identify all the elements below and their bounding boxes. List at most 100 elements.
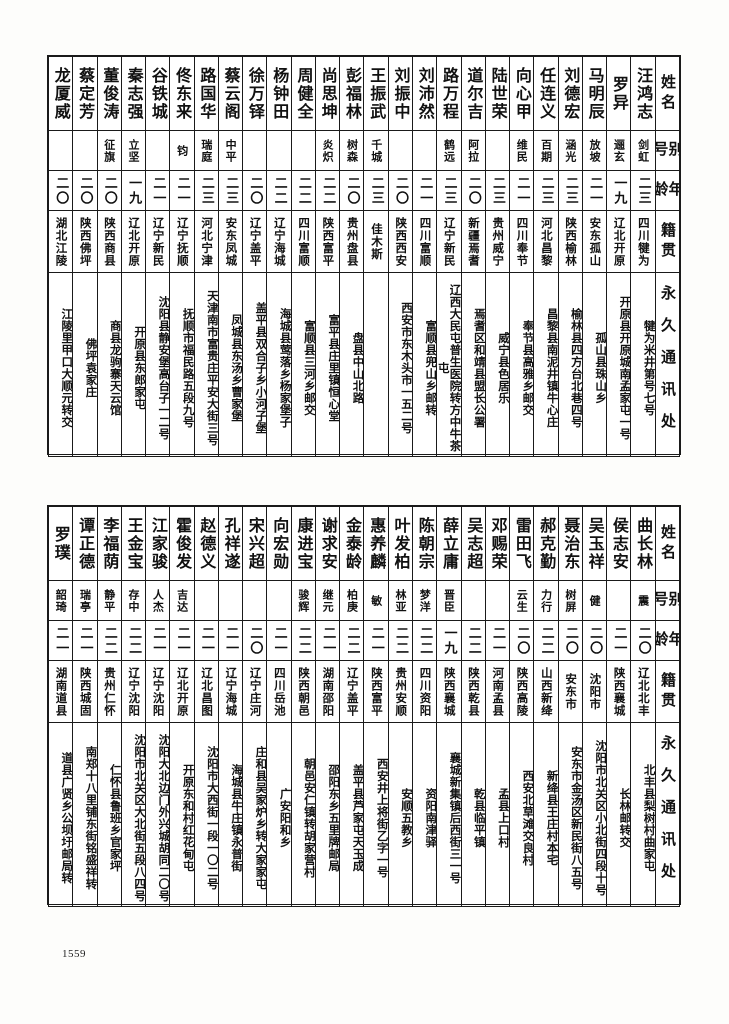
cell-alias: 健 [581,580,608,621]
cell-alias [145,130,171,171]
cell-age: 二〇 [509,620,535,661]
cell-name: 谢求安 [314,506,341,581]
cell-age: 二〇 [96,170,122,211]
address-text: 沈阳市北关区小北街四段十号 [594,739,607,896]
cell-alias: 阿拉 [460,130,486,171]
cell-origin: 河北宁津 [193,210,219,273]
cell-alias: 敏 [363,580,389,621]
cell-alias [47,130,74,171]
cell-age: 二〇 [557,620,583,661]
cell-age: 二三 [533,170,559,211]
origin-text: 陕西佛坪 [78,216,93,267]
origin-text: 佳木斯 [369,222,384,261]
cell-address: 焉耆区和靖县盟长公署 [460,272,486,457]
age-text: 二〇 [344,175,360,206]
header-alias: 别号 [654,130,681,171]
age-text: 二〇 [465,175,481,206]
cell-age: 二二 [314,170,341,211]
cell-alias: 骏辉 [290,580,316,621]
header-name-text: 姓名 [658,523,677,564]
cell-age: 二三 [630,170,656,211]
origin-text: 四川富顺 [297,216,312,267]
cell-name: 罗璞 [47,506,74,581]
age-text: 二〇 [53,175,69,206]
origin-text: 贵州威宁 [491,216,506,267]
address-text: 佛坪袁家庄 [84,337,97,398]
age-text: 二一 [198,625,214,656]
origin-text: 陕西富平 [321,216,336,267]
cell-name: 陈朝宗 [411,506,438,581]
cell-age: 二〇 [242,170,268,211]
cell-name: 孔祥遂 [217,506,244,581]
alias-text: 敏 [369,594,383,607]
header-address-text: 永久通讯处 [658,734,677,895]
origin-text: 辽宁新民 [442,216,457,267]
cell-name: 徐万铎 [242,56,268,131]
cell-name: 谷铁城 [145,56,171,131]
name-text: 薛立庸 [440,516,460,571]
cell-age: 二〇 [581,620,608,661]
cell-address: 南郑十八里铺东街铭盛祥转 [72,722,98,907]
age-text: 二三 [490,175,506,206]
alias-text: 立坚 [127,138,141,163]
age-text: 二〇 [392,175,408,206]
address-text: 奉节县高雅乡邮交 [521,319,534,416]
cell-name: 惠养麟 [363,506,389,581]
cell-name: 康进宝 [290,506,316,581]
cell-age: 二三 [193,170,219,211]
origin-text: 辽宁海城 [224,666,239,717]
alias-text: 千城 [369,138,383,163]
cell-address: 道县广贤乡公坝圩邮局转 [47,722,74,907]
cell-age: 二一 [145,620,171,661]
page-number: 1559 [62,948,86,960]
age-text: 二一 [174,175,190,206]
cell-alias: 放坡 [581,130,608,171]
alias-text: 静平 [102,588,116,613]
address-text: 孟县上口村 [497,787,510,848]
address-text: 榆林县四方台北巷四号 [569,307,582,428]
cell-address: 孤山县珠山乡 [581,272,608,457]
cell-age: 二一 [266,620,292,661]
origin-text: 新疆焉耆 [467,216,482,267]
age-text: 二〇 [514,625,530,656]
address-text: 孤山县珠山乡 [594,331,607,404]
alias-text [267,581,290,620]
row-name-2: 罗璞 谭正德 李福荫 王金宝 江家骏 霍俊发 赵德义 孔祥遂 宋兴超 向宏勋 康进宝 谢求安 金泰龄 惠养… [47,506,681,581]
address-text: 广安阳和乡 [278,787,291,848]
cell-alias: 柏庚 [339,580,365,621]
address-text: 富顺县兜山乡邮转 [424,319,437,416]
cell-age: 二一 [47,620,74,661]
alias-text: 鹤远 [442,138,456,163]
cell-origin: 辽北开原 [120,210,147,273]
cell-address: 威宁县色居乐 [484,272,511,457]
cell-age: 二一 [606,620,632,661]
cell-name: 马明辰 [581,56,608,131]
cell-name: 谭正德 [72,506,98,581]
cell-name: 吴玉祥 [581,506,608,581]
name-text: 罗异 [609,75,629,112]
cell-origin: 贵州仁怀 [96,660,122,723]
cell-address [363,272,389,457]
cell-origin: 辽宁抚顺 [169,210,195,273]
age-text: 二三 [198,175,214,206]
name-text: 曲长林 [634,516,654,571]
alias-text: 树森 [345,138,359,163]
origin-text: 安东市 [564,672,579,711]
cell-name: 叶发柏 [387,506,413,581]
cell-alias [484,580,511,621]
roster-body-1: 龙厦威 蔡定芳 董俊涛 秦志强 谷铁城 佟东来 路国华 蔡云阁 徐万铎 杨钟田 周健全 尚思坤 彭福林王… [47,56,681,457]
origin-text: 陕西榆林 [564,216,579,267]
cell-age: 二一 [581,170,608,211]
origin-text: 辽北昌图 [200,666,215,717]
cell-alias: 立坚 [120,130,147,171]
cell-address: 沈阳大北边门外兴城胡同二〇号 [145,722,171,907]
cell-address: 盖平县芦家屯天玉成 [339,722,365,907]
name-text: 陆世荣 [488,66,508,121]
cell-origin: 陕西城固 [72,660,98,723]
name-text: 霍俊发 [173,516,193,571]
age-text: 二二 [295,175,311,206]
cell-address: 广安阳和乡 [266,722,292,907]
age-text: 一九 [126,175,142,206]
cell-name: 王振武 [363,56,389,131]
age-text: 二〇 [247,625,263,656]
